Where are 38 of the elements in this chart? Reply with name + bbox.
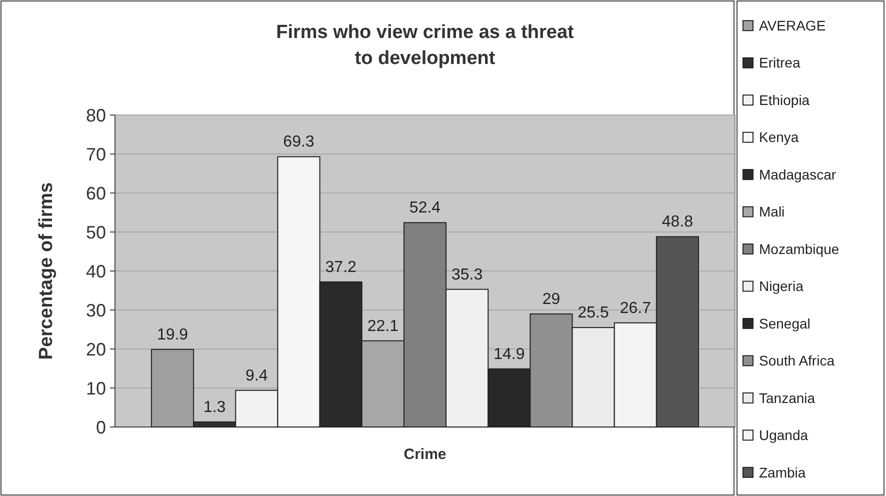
legend-label: Madagascar (759, 166, 836, 182)
data-label: 48.8 (662, 214, 694, 231)
legend-label: South Africa (759, 352, 835, 369)
data-label: 69.3 (283, 134, 314, 151)
legend-label: Mozambique (759, 240, 840, 257)
legend-label: Senegal (759, 315, 810, 332)
y-tick-label: 30 (86, 300, 106, 320)
y-axis-title: Percentage of firms (36, 182, 57, 360)
data-label: 26.7 (620, 300, 652, 317)
legend-label: Eritrea (759, 54, 800, 71)
y-tick-label: 40 (86, 261, 106, 282)
legend-label: Nigeria (759, 278, 804, 294)
data-label: 52.4 (409, 200, 441, 217)
data-label: 14.9 (494, 346, 525, 363)
chart-title: Firms who view crime as a threat to development (276, 22, 575, 69)
y-tick-label: 50 (86, 222, 106, 242)
data-label: 25.5 (578, 304, 609, 322)
data-label: 22.1 (367, 318, 399, 335)
legend-label: AVERAGE (759, 18, 826, 34)
data-label: 37.2 (325, 258, 357, 276)
data-label: 1.3 (203, 398, 226, 416)
legend-label: Tanzania (759, 390, 816, 406)
data-label: 29 (542, 290, 560, 308)
data-label: 19.9 (156, 326, 188, 344)
y-tick-label: 0 (96, 417, 106, 438)
y-tick-label: 70 (86, 144, 106, 164)
y-tick-label: 20 (86, 339, 106, 360)
x-tick-label: Crime (404, 446, 446, 463)
y-tick-label: 60 (86, 183, 106, 204)
legend-label: Uganda (759, 427, 808, 444)
legend-label: Mali (759, 204, 785, 220)
data-label: 9.4 (246, 367, 268, 384)
legend-label: Kenya (759, 129, 799, 146)
y-tick-label: 10 (86, 378, 106, 398)
legend-label: Ethiopia (759, 92, 810, 108)
legend-label: Zambia (759, 464, 806, 480)
data-label: 35.3 (452, 266, 483, 284)
y-tick-label: 80 (86, 105, 106, 126)
